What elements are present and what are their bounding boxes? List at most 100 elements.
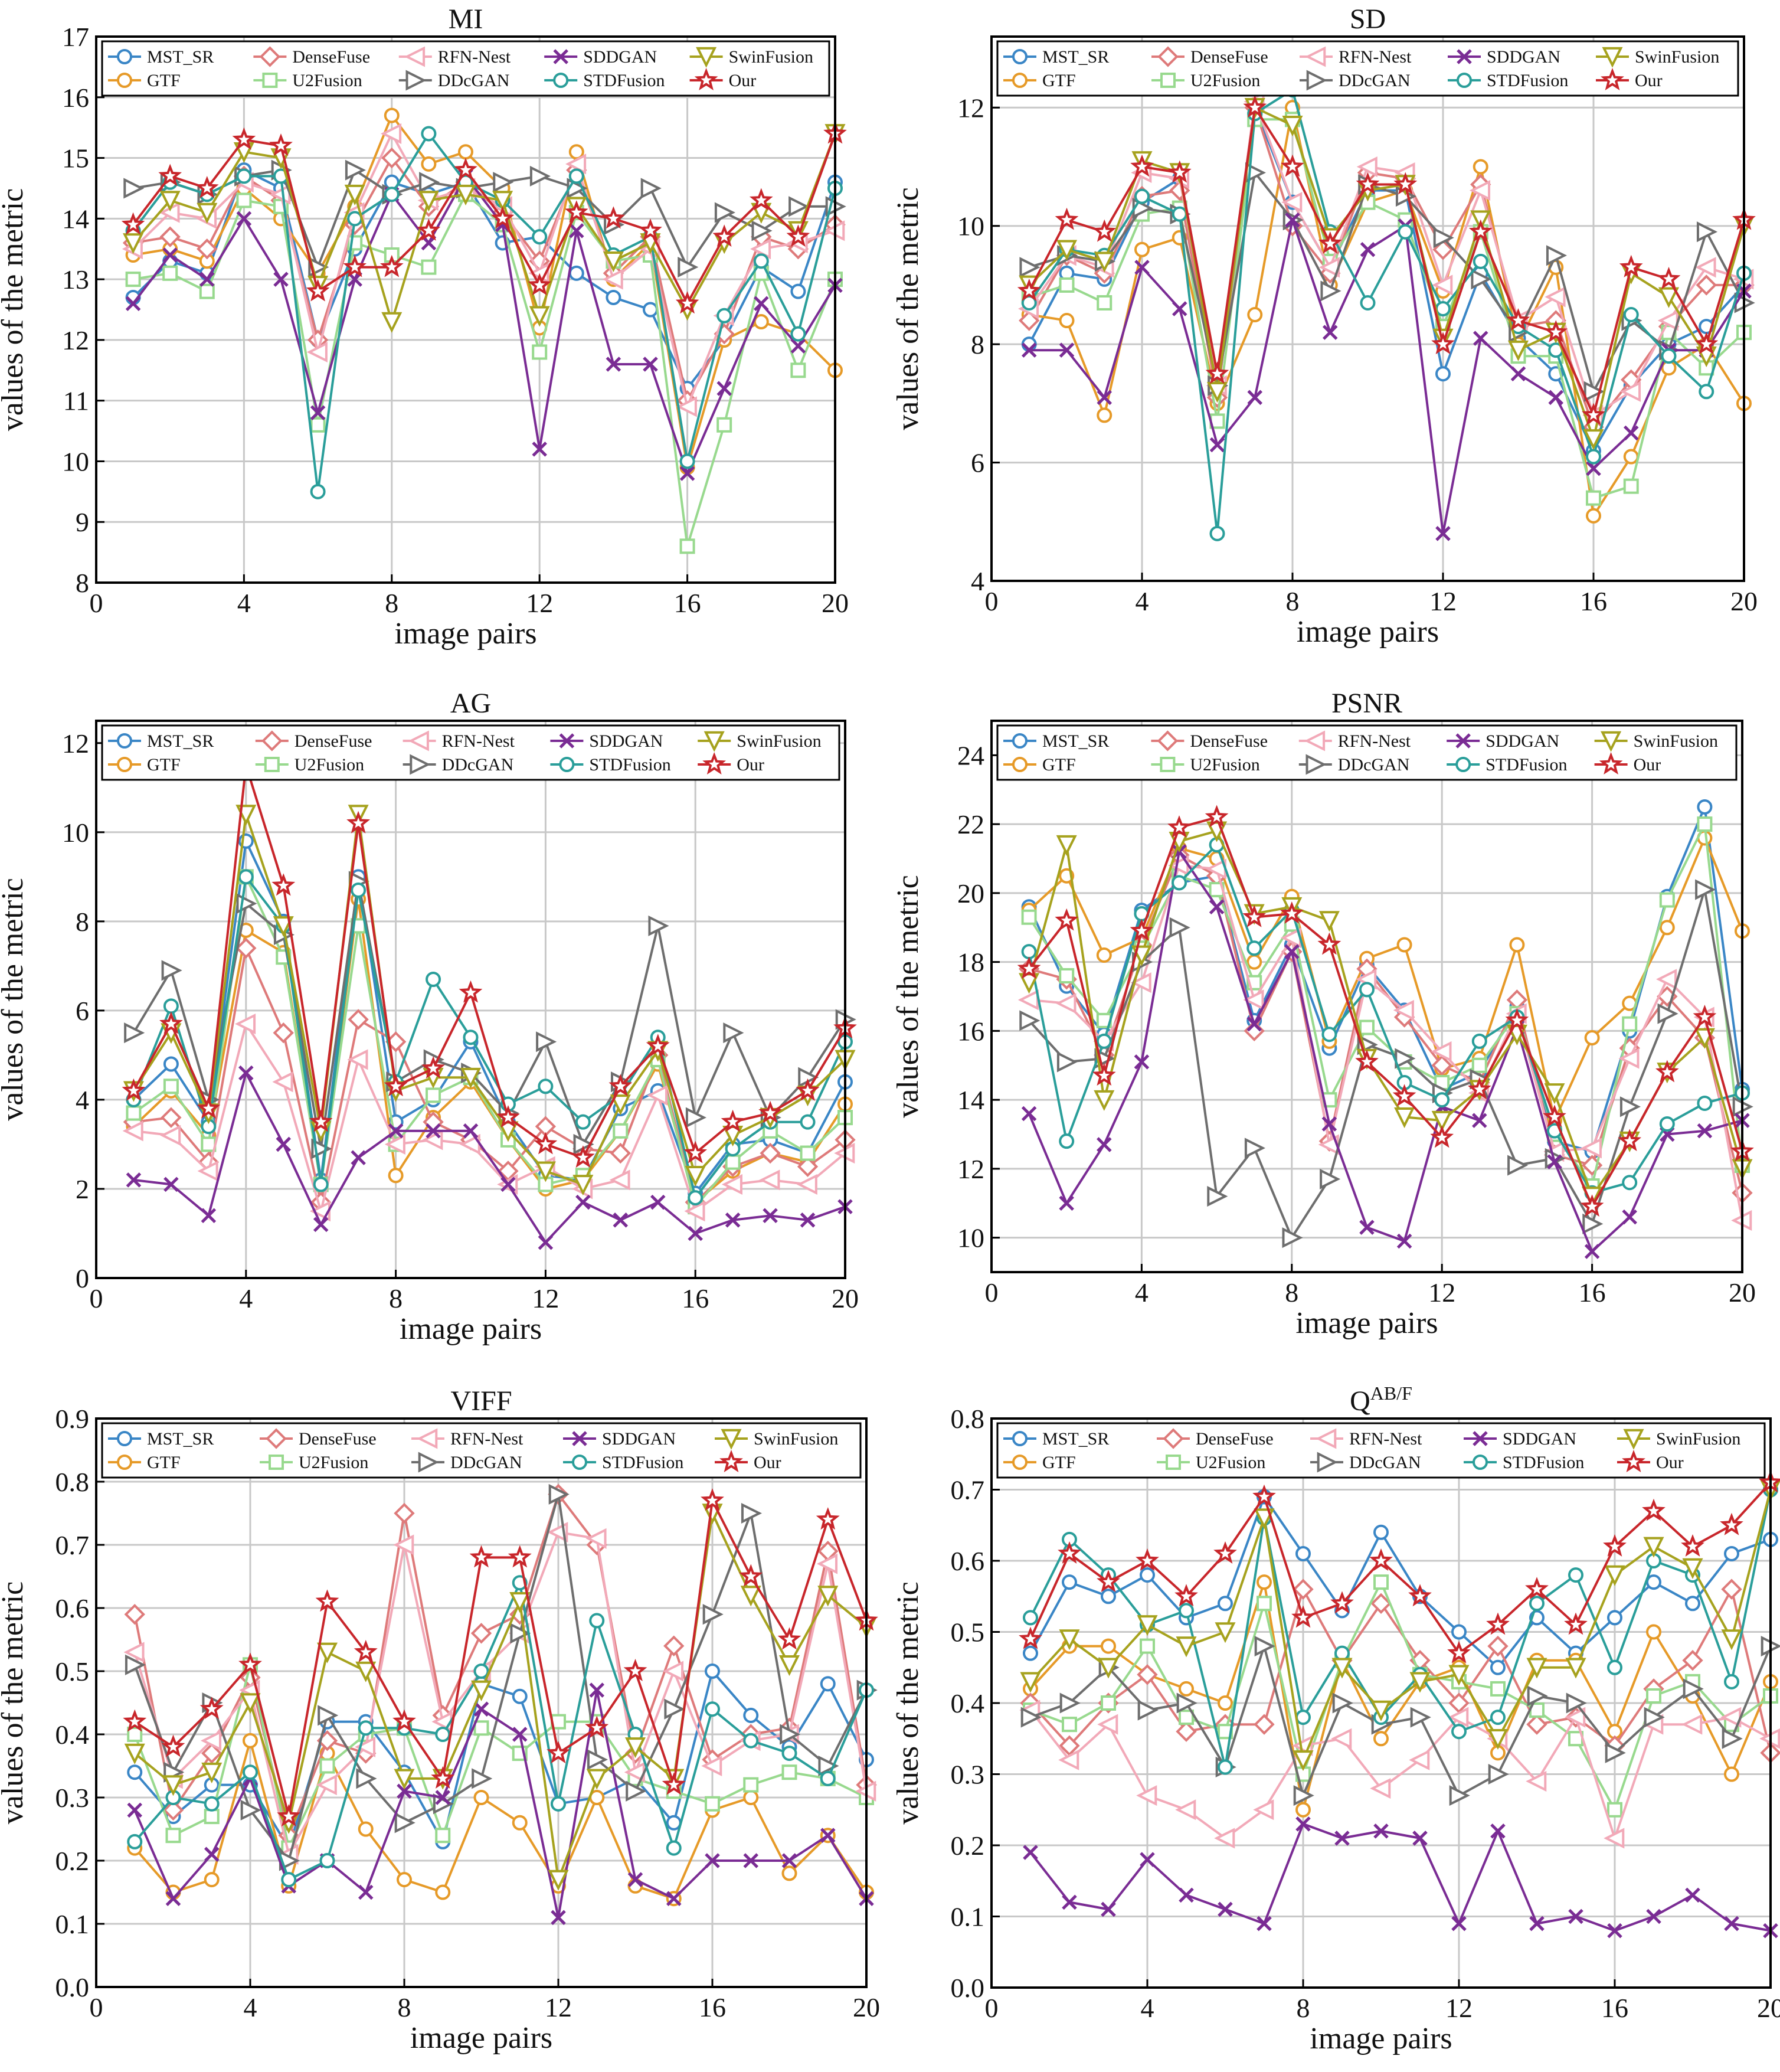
point-gtf — [1218, 1695, 1233, 1711]
legend-entry-ddcgan: DDcGAN — [403, 754, 513, 775]
legend-entry-gtf: GTF — [108, 755, 181, 774]
point-our — [786, 224, 810, 247]
point-mst-sr — [1101, 1589, 1116, 1604]
point-sddgan — [1059, 342, 1075, 358]
point-our — [1092, 1063, 1116, 1086]
point-rfn-nest — [1331, 1728, 1352, 1749]
point-swinfusion — [201, 1762, 222, 1783]
point-ddcgan — [1137, 1700, 1159, 1721]
legend-entry-mst-sr: MST_SR — [108, 1429, 214, 1449]
point-ddcgan — [640, 178, 662, 199]
point-swinfusion — [394, 1769, 415, 1790]
point-ddcgan — [1056, 1051, 1078, 1073]
point-our — [1657, 266, 1681, 289]
point-u2fusion — [163, 1079, 179, 1094]
series-gtf — [125, 107, 843, 475]
point-sddgan — [238, 1065, 254, 1081]
series-densefuse — [1018, 844, 1753, 1204]
point-u2fusion — [1101, 1695, 1116, 1711]
x-axis-label: image pairs — [400, 1312, 542, 1346]
point-our — [701, 1488, 724, 1511]
point-swinfusion — [740, 1586, 761, 1607]
legend-entry-gtf: GTF — [1003, 71, 1076, 90]
point-stdfusion — [679, 453, 695, 469]
y-tick-label: 10 — [62, 446, 89, 476]
point-stdfusion — [1172, 875, 1187, 891]
x-axis-label: image pairs — [410, 2021, 552, 2055]
point-swinfusion — [492, 191, 513, 212]
point-our — [122, 1078, 146, 1101]
point-sddgan — [313, 1217, 329, 1233]
legend-entry-our: Our — [689, 68, 756, 91]
legend-marker — [1012, 733, 1028, 749]
point-swinfusion — [1643, 1537, 1664, 1558]
point-densefuse — [159, 226, 181, 247]
point-our — [1543, 1104, 1566, 1127]
x-tick-label: 8 — [1297, 1993, 1310, 2023]
legend-marker — [266, 1428, 287, 1449]
legend-marker — [1012, 757, 1028, 772]
point-ddcgan — [318, 1705, 339, 1726]
point-swinfusion — [1098, 1658, 1119, 1679]
point-our — [199, 1697, 224, 1720]
x-axis-label: image pairs — [1295, 1306, 1438, 1340]
point-sddgan — [1360, 242, 1376, 257]
point-stdfusion — [313, 1176, 329, 1192]
point-our — [1055, 207, 1079, 230]
point-our — [1603, 1534, 1627, 1557]
point-ddcgan — [124, 1022, 145, 1044]
point-rfn-nest — [1618, 1048, 1640, 1069]
point-our — [508, 1545, 532, 1568]
point-stdfusion — [1334, 1645, 1350, 1661]
point-our — [721, 1109, 745, 1132]
point-rfn-nest — [384, 1133, 405, 1155]
point-densefuse — [610, 1142, 631, 1164]
y-tick-label: 4 — [76, 1085, 89, 1115]
point-stdfusion — [705, 1701, 720, 1717]
series-our — [1017, 95, 1756, 426]
y-tick-label: 24 — [957, 740, 984, 770]
point-stdfusion — [426, 972, 441, 988]
legend-entry-mst-sr: MST_SR — [108, 47, 214, 67]
point-swinfusion — [1544, 1083, 1565, 1104]
point-our — [1447, 1640, 1471, 1664]
point-mst-sr — [1697, 799, 1713, 815]
series-stdfusion — [125, 126, 843, 499]
point-our — [1655, 1060, 1679, 1083]
series-gtf — [127, 1733, 874, 1907]
x-tick-label: 0 — [985, 586, 999, 616]
point-our — [639, 218, 662, 241]
legend-marker — [702, 752, 727, 775]
point-u2fusion — [1321, 1092, 1337, 1108]
point-stdfusion — [1021, 944, 1037, 960]
point-swinfusion — [1565, 1658, 1586, 1679]
x-tick-label: 0 — [90, 1283, 103, 1313]
point-swinfusion — [624, 1737, 646, 1759]
point-rfn-nest — [1431, 1041, 1452, 1062]
point-u2fusion — [1179, 1710, 1194, 1725]
y-tick-label: 0 — [76, 1263, 89, 1293]
point-stdfusion — [716, 308, 732, 323]
point-sddgan — [1246, 1016, 1262, 1032]
point-rfn-nest — [122, 1120, 143, 1142]
point-ddcgan — [1657, 1003, 1678, 1024]
legend-marker — [1457, 49, 1472, 64]
point-mst-sr — [127, 1764, 143, 1780]
legend-entry-gtf: GTF — [1003, 1453, 1076, 1472]
point-rfn-nest — [1356, 156, 1377, 178]
point-ddcgan — [1320, 1168, 1341, 1189]
series-mst-sr — [1021, 799, 1750, 1159]
point-mst-sr — [1218, 1596, 1233, 1612]
legend-entry-our: Our — [715, 1450, 781, 1473]
point-ddcgan — [1282, 1227, 1303, 1249]
y-axis-label: values of the metric — [0, 878, 30, 1121]
point-rfn-nest — [1370, 1778, 1391, 1799]
legend-entry-swinfusion: SwinFusion — [1594, 731, 1718, 752]
point-u2fusion — [1257, 1596, 1272, 1612]
point-densefuse — [348, 1009, 369, 1030]
point-rfn-nest — [1619, 381, 1641, 402]
legend-marker — [1157, 46, 1179, 67]
legend-marker — [1457, 73, 1472, 88]
y-tick-label: 12 — [62, 728, 89, 759]
point-stdfusion — [575, 1114, 591, 1130]
